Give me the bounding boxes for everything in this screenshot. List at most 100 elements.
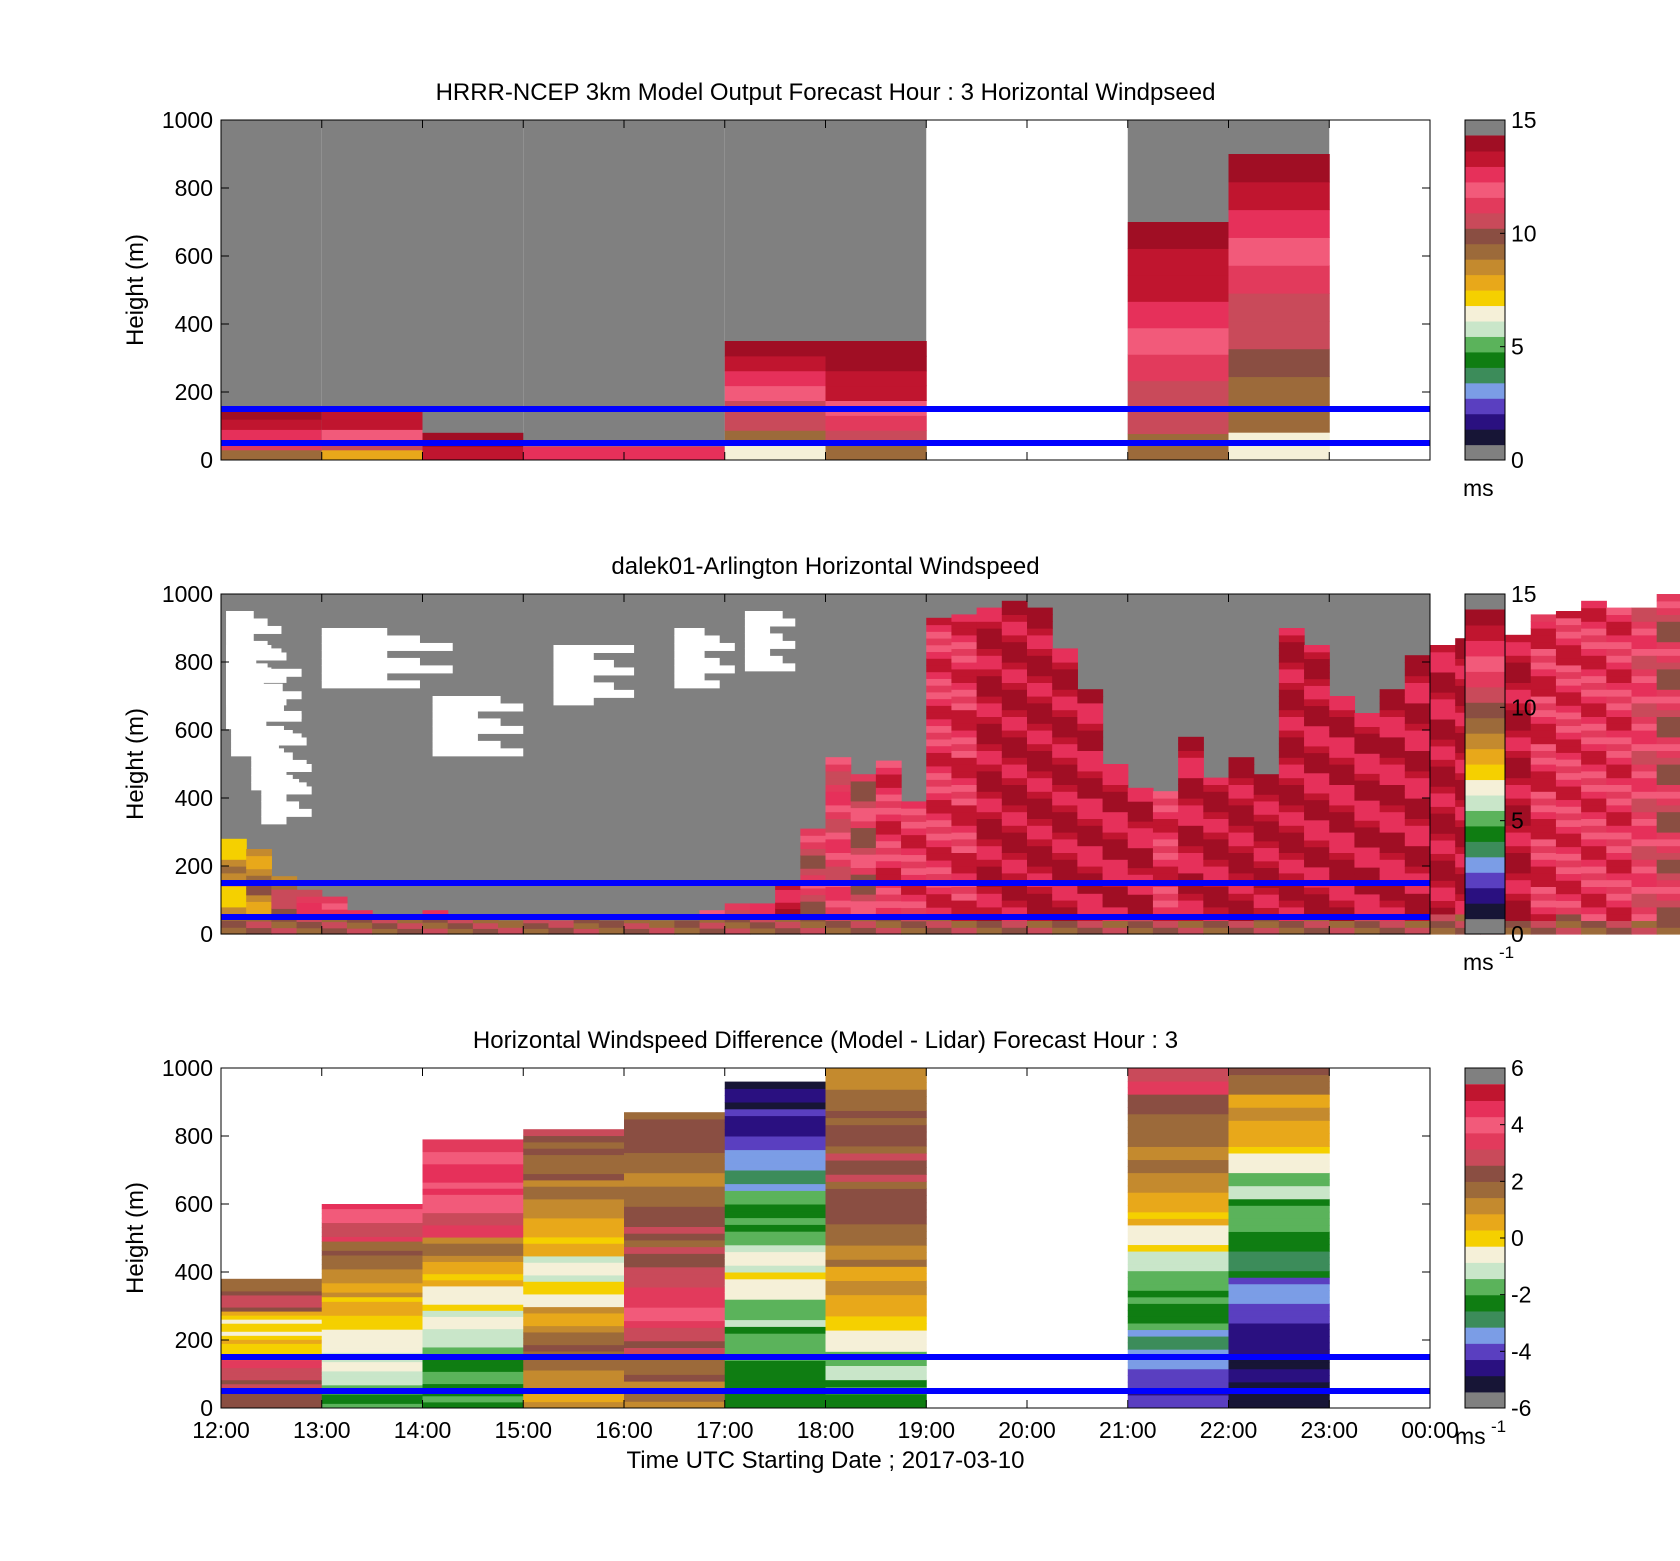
colorbar-swatch bbox=[1465, 413, 1505, 430]
heat-cell bbox=[1027, 634, 1053, 643]
heat-cell bbox=[976, 648, 1003, 656]
colorbar-tick-label: 0 bbox=[1511, 447, 1524, 473]
heat-cell bbox=[1354, 826, 1381, 835]
heat-cell bbox=[1505, 913, 1532, 921]
heat-cell bbox=[1379, 689, 1406, 697]
heat-cell bbox=[1329, 852, 1356, 860]
heat-cell bbox=[775, 883, 801, 890]
heat-cell bbox=[1631, 913, 1658, 921]
heat-cell bbox=[951, 675, 978, 683]
heat-cell bbox=[724, 1285, 826, 1293]
heat-cell bbox=[724, 355, 826, 372]
nodata-gap bbox=[432, 696, 501, 704]
heat-cell bbox=[1505, 927, 1532, 935]
heat-cell bbox=[246, 907, 272, 915]
nodata-gap bbox=[231, 725, 284, 734]
heat-cell bbox=[221, 927, 247, 935]
heat-cell bbox=[825, 1238, 927, 1246]
heat-cell bbox=[1228, 845, 1255, 853]
heat-cell bbox=[1127, 1336, 1229, 1344]
heat-cell bbox=[1631, 784, 1658, 792]
heat-cell bbox=[1555, 752, 1582, 760]
heat-cell bbox=[1530, 845, 1557, 853]
heat-cell bbox=[1203, 872, 1230, 881]
nodata-gap bbox=[226, 611, 254, 619]
y-tick-label: 800 bbox=[175, 1123, 213, 1149]
heat-cell bbox=[221, 1347, 323, 1352]
heat-cell bbox=[598, 920, 625, 928]
heat-cell bbox=[825, 1344, 927, 1352]
heat-cell bbox=[976, 668, 1003, 677]
heat-cell bbox=[1027, 825, 1053, 833]
heat-cell bbox=[1228, 1068, 1330, 1076]
nodata-gap bbox=[261, 771, 287, 780]
colorbar-tick-label: -4 bbox=[1511, 1338, 1532, 1364]
heat-cell bbox=[1304, 698, 1330, 707]
heat-cell bbox=[1505, 716, 1532, 724]
nodata-gap bbox=[674, 657, 720, 666]
colorbar-swatch bbox=[1465, 320, 1505, 337]
heat-cell bbox=[926, 806, 953, 814]
heat-cell bbox=[724, 1278, 826, 1287]
heat-cell bbox=[850, 920, 877, 928]
heat-cell bbox=[1027, 920, 1053, 928]
heat-cell bbox=[1581, 682, 1607, 690]
heat-cell bbox=[1379, 859, 1406, 867]
heat-cell bbox=[1354, 719, 1381, 727]
x-tick-label: 19:00 bbox=[897, 1417, 955, 1443]
colorbar-nodata-top bbox=[1465, 1068, 1505, 1085]
colorbar-swatch bbox=[1465, 1197, 1505, 1215]
heat-cell bbox=[1631, 852, 1658, 860]
heat-cell bbox=[1001, 859, 1028, 867]
heat-cell bbox=[1228, 906, 1255, 915]
heat-cell bbox=[1404, 927, 1431, 935]
heat-cell bbox=[1379, 750, 1406, 758]
heat-cell bbox=[1404, 818, 1431, 826]
heat-cell bbox=[624, 922, 650, 929]
nodata-gap bbox=[321, 680, 420, 689]
heat-cell bbox=[321, 1366, 423, 1372]
heat-cell bbox=[1178, 927, 1204, 935]
colorbar-swatch bbox=[1465, 290, 1505, 307]
heat-cell bbox=[1052, 696, 1078, 704]
heat-cell bbox=[1505, 811, 1532, 819]
heat-cell bbox=[901, 801, 927, 809]
heat-cell bbox=[221, 1359, 323, 1365]
heat-cell bbox=[1253, 807, 1280, 815]
heat-cell bbox=[1127, 867, 1154, 875]
heat-cell bbox=[1430, 671, 1456, 680]
heat-cell bbox=[1127, 827, 1154, 835]
colorbar-swatch bbox=[1465, 429, 1505, 446]
heat-cell bbox=[825, 1075, 927, 1083]
heat-cell bbox=[1001, 886, 1028, 894]
heat-cell bbox=[1077, 791, 1104, 799]
heat-cell bbox=[1228, 872, 1255, 881]
heat-cell bbox=[825, 1266, 927, 1274]
heat-cell bbox=[1052, 750, 1078, 758]
heat-cell bbox=[1656, 662, 1680, 670]
heat-cell bbox=[825, 1294, 927, 1303]
heat-cell bbox=[1530, 716, 1557, 724]
heat-cell bbox=[1430, 658, 1456, 666]
heat-cell bbox=[926, 759, 953, 767]
heat-cell bbox=[523, 1325, 625, 1333]
heat-cell bbox=[1555, 671, 1582, 679]
panel-title: dalek01-Arlington Horizontal Windspeed bbox=[611, 553, 1039, 580]
heat-cell bbox=[1555, 644, 1582, 652]
heat-cell bbox=[926, 785, 953, 794]
heat-cell bbox=[1052, 838, 1078, 847]
heat-cell bbox=[1001, 709, 1028, 717]
heat-cell bbox=[1304, 752, 1330, 760]
heat-cell bbox=[1178, 838, 1204, 847]
heat-cell bbox=[850, 787, 877, 795]
heat-cell bbox=[1304, 839, 1330, 848]
heat-cell bbox=[221, 1367, 323, 1373]
heat-cell bbox=[397, 917, 424, 924]
heat-cell bbox=[321, 1264, 423, 1270]
heat-cell bbox=[246, 855, 272, 863]
heat-cell bbox=[321, 1236, 423, 1242]
heat-cell bbox=[1631, 743, 1658, 751]
heat-cell bbox=[1631, 825, 1658, 833]
heat-cell bbox=[951, 709, 978, 717]
heat-cell bbox=[221, 1335, 323, 1340]
